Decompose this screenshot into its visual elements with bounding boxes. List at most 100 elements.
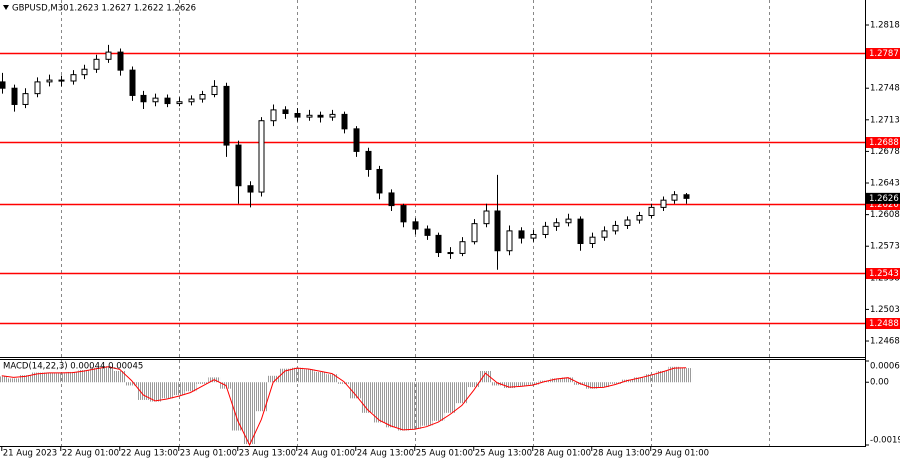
macd-bar xyxy=(515,382,527,387)
macd-bar xyxy=(644,374,657,383)
candle-body xyxy=(117,51,124,71)
macd-bar xyxy=(267,375,280,383)
macd-bar xyxy=(597,382,610,388)
candle-body xyxy=(317,114,324,118)
candle-body xyxy=(140,94,147,103)
candle-body xyxy=(152,97,159,103)
macd-bar xyxy=(184,382,197,392)
candle-body xyxy=(341,113,348,130)
macd-bar xyxy=(491,382,504,386)
candle-body xyxy=(0,81,6,89)
candle-body xyxy=(176,101,183,105)
macd-bar xyxy=(562,377,575,383)
x-tick-label: 22 Aug 13:00 xyxy=(121,449,178,459)
candle-body xyxy=(129,69,136,96)
candle-body xyxy=(58,79,65,82)
macd-bar xyxy=(349,382,362,399)
candle-body xyxy=(93,58,100,70)
x-tick-label: 23 Aug 01:00 xyxy=(180,449,237,459)
x-tick-label: 24 Aug 01:00 xyxy=(298,449,355,459)
candle-body xyxy=(494,210,501,252)
candle-body xyxy=(388,192,395,207)
x-tick-label: 21 Aug 2023 xyxy=(3,449,57,459)
candle-body xyxy=(294,112,301,118)
macd-bar xyxy=(479,370,492,383)
menu-triangle[interactable] xyxy=(3,5,9,10)
macd-bar xyxy=(314,371,327,383)
y-tick-label: 1.2818 xyxy=(870,21,900,31)
level-label-bg xyxy=(866,199,900,210)
macd-bar xyxy=(54,373,67,383)
candle-body xyxy=(211,85,218,96)
candle-body xyxy=(671,194,678,201)
macd-bar xyxy=(78,370,91,383)
level-label-bg xyxy=(866,268,900,279)
macd-bar xyxy=(137,382,150,400)
candle-body xyxy=(424,228,431,236)
macd-bar xyxy=(609,382,622,384)
x-tick-label: 22 Aug 01:00 xyxy=(62,449,119,459)
candle-body xyxy=(412,221,419,230)
candle-body xyxy=(282,109,289,114)
plot-area xyxy=(0,44,865,447)
macd-bar xyxy=(102,366,114,383)
grid xyxy=(61,0,770,447)
candle-body xyxy=(612,224,619,232)
candle-body xyxy=(400,205,407,223)
candle-body xyxy=(105,51,112,60)
macd-bar xyxy=(385,382,398,428)
macd-bar xyxy=(361,382,374,413)
level-label: 1.2488 xyxy=(869,319,899,329)
candle-body xyxy=(11,87,18,105)
macd-bar xyxy=(7,378,20,383)
candle-body xyxy=(270,109,277,122)
candle-body xyxy=(376,168,383,194)
macd-bar xyxy=(231,382,244,431)
macd-bar xyxy=(408,382,421,429)
x-tick-label: 23 Aug 13:00 xyxy=(239,449,296,459)
y2-tick-label: 0.00066 xyxy=(870,362,900,372)
macd-bar xyxy=(432,382,445,421)
quote: 1.2623 1.2627 1.2622 1.2626 xyxy=(69,4,196,14)
macd-bar xyxy=(526,382,539,385)
y2-tick-label: -0.00195 xyxy=(870,436,900,446)
x-tick-label: 24 Aug 13:00 xyxy=(357,449,414,459)
candle-body xyxy=(530,233,537,239)
macd-bar xyxy=(66,371,79,383)
y-tick-label: 1.2503 xyxy=(870,305,900,315)
macd-bar xyxy=(196,382,209,384)
macd-bar xyxy=(326,374,339,383)
candle-body xyxy=(683,194,690,199)
level-label: 1.2688 xyxy=(869,138,899,148)
macd-bar xyxy=(149,382,162,402)
macd-bar xyxy=(668,366,681,383)
macd-bar xyxy=(43,372,55,383)
candle-body xyxy=(235,144,242,187)
macd-bar xyxy=(172,382,185,396)
y-tick-label: 1.2748 xyxy=(870,84,900,94)
candle-body xyxy=(188,98,195,103)
macd-bar xyxy=(290,367,303,383)
candle-body xyxy=(660,199,667,208)
last-price-bg xyxy=(866,192,900,204)
level-label: 1.2620 xyxy=(869,200,899,210)
macd-signal xyxy=(1,366,687,447)
macd-bar xyxy=(125,382,138,386)
macd-title: MACD(14,22,3) 0.00044 0.00045 xyxy=(3,362,143,372)
macd-bar xyxy=(338,382,350,384)
candle-body xyxy=(258,120,265,193)
candle-body xyxy=(601,230,608,238)
macd-bar xyxy=(161,382,173,399)
x-tick-label: 28 Aug 01:00 xyxy=(534,449,591,459)
macd-bar xyxy=(420,382,433,426)
candle-body xyxy=(329,113,336,118)
candle-body xyxy=(199,94,206,100)
candle-body xyxy=(223,85,230,146)
macd-bar xyxy=(550,378,563,383)
x-tick-label: 25 Aug 01:00 xyxy=(416,449,473,459)
candle-body xyxy=(624,219,631,226)
candle-body xyxy=(506,230,513,252)
macd-bar xyxy=(633,377,645,383)
candle-body xyxy=(34,81,41,95)
